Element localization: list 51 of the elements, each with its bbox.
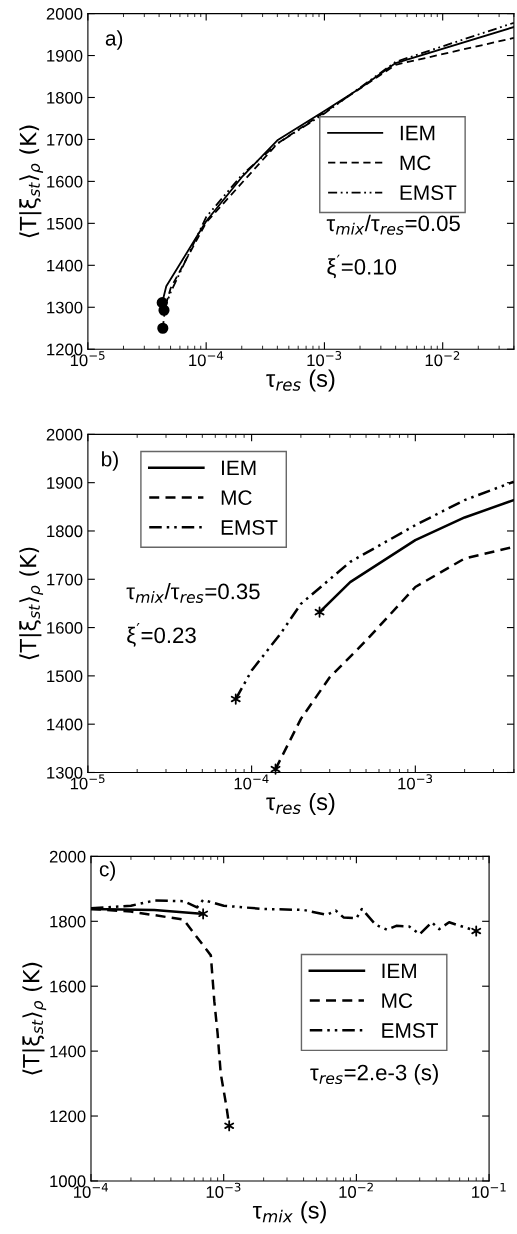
legend-label: EMST xyxy=(382,1023,439,1038)
y-tick-label: 1700 xyxy=(47,133,83,146)
y-tick-label: 1600 xyxy=(47,621,83,634)
y-tick-label: 1800 xyxy=(50,915,86,928)
legend-label: EMST xyxy=(221,520,278,535)
y-tick-label: 1500 xyxy=(47,670,83,683)
x-tick-label: 10$^{−3}$ xyxy=(206,1182,241,1198)
annotation: c) xyxy=(99,861,116,881)
legend-label: MC xyxy=(400,155,431,171)
legend-label: IEM xyxy=(382,963,416,978)
y-tick-label: 2000 xyxy=(49,850,86,863)
y-tick-label: 1800 xyxy=(47,91,83,104)
y-tick-label: 1400 xyxy=(47,259,83,272)
annotation: τ$_{res}$=2.e-3 (s) xyxy=(310,1064,438,1085)
x-axis-title: τ$_{res}$ (s) xyxy=(266,369,335,392)
y-tick-label: 1300 xyxy=(47,301,83,314)
annotation: a) xyxy=(105,30,123,50)
y-tick-label: 2000 xyxy=(46,428,83,441)
x-tick-label: 10$^{−2}$ xyxy=(339,1182,373,1198)
y-tick-label: 1800 xyxy=(47,525,83,538)
x-tick-label: 10$^{−3}$ xyxy=(307,350,342,367)
annotation: ξ$^{′}$=0.10 xyxy=(327,254,397,279)
legend-label: MC xyxy=(382,993,413,1009)
y-tick-label: 2000 xyxy=(46,7,83,20)
y-tick-label: 1900 xyxy=(47,49,83,62)
y-tick-label: 1200 xyxy=(50,1110,86,1123)
x-tick-label: 10$^{−4}$ xyxy=(189,351,224,367)
legend-label: IEM xyxy=(400,125,435,141)
x-tick-label: 10$^{−1}$ xyxy=(472,1182,506,1198)
y-tick-label: 1600 xyxy=(47,175,83,188)
y-tick-label: 1400 xyxy=(47,718,83,731)
legend-label: MC xyxy=(221,490,252,506)
y-axis-title: ⟨T|ξ$_{st}$⟩$_{ρ}$ (K) xyxy=(19,125,44,238)
annotation: b) xyxy=(102,451,118,471)
annotation: τ$_{mix}$/τ$_{res}$=0.05 xyxy=(326,214,460,235)
y-tick-label: 1600 xyxy=(50,980,86,993)
x-tick-label: 10$^{−3}$ xyxy=(398,774,433,790)
legend-label: EMST xyxy=(400,185,457,201)
y-tick-label: 1700 xyxy=(47,573,83,586)
annotation: ξ$^{′}$=0.23 xyxy=(127,623,196,647)
y-tick-label: 1900 xyxy=(47,477,83,489)
y-axis-title: ⟨T|ξ$_{st}$⟩$_{ρ}$ (K) xyxy=(22,962,47,1075)
legend-label: IEM xyxy=(222,460,256,475)
x-tick-label: 10$^{−4}$ xyxy=(234,774,269,790)
y-tick-label: 1400 xyxy=(50,1045,86,1058)
x-tick-label: 10$^{−2}$ xyxy=(425,350,460,367)
x-axis-title: τ$_{res}$ (s) xyxy=(266,792,335,815)
annotation: τ$_{mix}$/τ$_{res}$=0.35 xyxy=(126,583,260,603)
x-axis-title: τ$_{mix}$ (s) xyxy=(252,1201,326,1224)
y-tick-label: 1500 xyxy=(47,217,83,230)
y-axis-title: ⟨T|ξ$_{st}$⟩$_{ρ}$ (K) xyxy=(19,547,44,660)
